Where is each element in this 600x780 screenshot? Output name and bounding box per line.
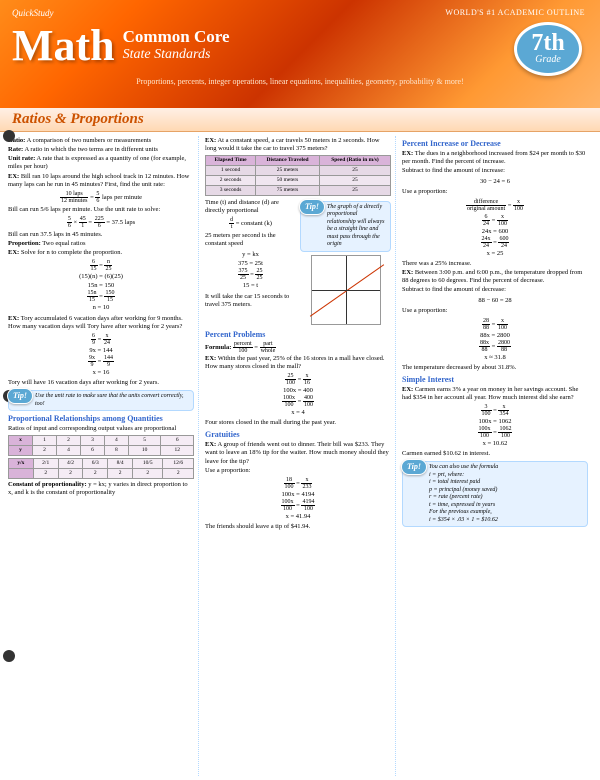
binder-hole — [3, 130, 15, 142]
tip-box: Tip!Use the unit rate to make sure that … — [8, 390, 194, 411]
header: QuickStudy WORLD'S #1 ACADEMIC OUTLINE M… — [0, 0, 600, 108]
column-2: EX: At a constant speed, a car travels 5… — [205, 136, 396, 776]
subheading: Proportional Relationships among Quantit… — [8, 414, 194, 424]
subtitle2: State Standards — [123, 47, 230, 62]
grade-badge: 7th Grade — [514, 22, 582, 76]
subtitle1: Common Core — [123, 28, 230, 47]
subheading: Gratuities — [205, 430, 391, 440]
tip-icon: Tip! — [7, 388, 33, 404]
tip-icon: Tip! — [401, 459, 427, 475]
tip-icon: Tip! — [299, 199, 325, 215]
subheading: Percent Problems — [205, 330, 391, 340]
subheading: Simple Interest — [402, 375, 588, 385]
tagline: WORLD'S #1 ACADEMIC OUTLINE — [445, 8, 585, 17]
proportion-table-1: x123456y24681012 — [8, 435, 194, 456]
title: Math — [12, 20, 115, 71]
section-header: Ratios & Proportions — [0, 108, 600, 132]
tip-box: Tip!You can also use the formulai = prt,… — [402, 461, 588, 527]
column-3: Percent Increase or Decrease EX: The due… — [402, 136, 592, 776]
subheading: Percent Increase or Decrease — [402, 139, 588, 149]
tip-box: Tip!The graph of a directly proportional… — [300, 201, 391, 252]
speed-table: Elapsed TimeDistance TraveledSpeed (Rati… — [205, 155, 391, 196]
content: Ratio: A comparison of two numbers or me… — [0, 132, 600, 780]
proportion-table-2: y/x2/14/26/38/410/512/6222222 — [8, 458, 194, 479]
column-1: Ratio: A comparison of two numbers or me… — [8, 136, 199, 776]
topics: Proportions, percents, integer operation… — [12, 77, 588, 86]
binder-hole — [3, 650, 15, 662]
proportion-graph — [311, 255, 381, 325]
